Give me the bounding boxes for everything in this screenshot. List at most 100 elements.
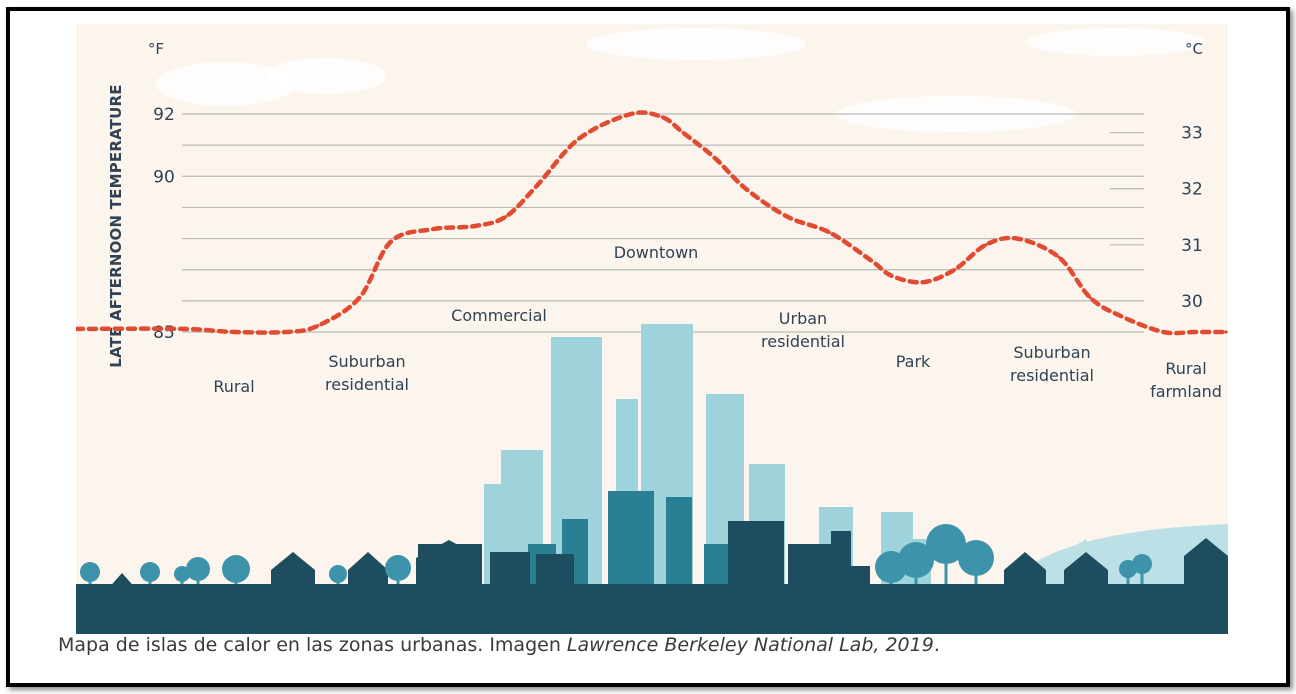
temperature-point-27: [1161, 330, 1165, 334]
temperature-point-6: [430, 227, 435, 231]
tree-9: [926, 524, 966, 564]
building-dark-3: [728, 521, 784, 584]
tree-12: [1132, 554, 1152, 574]
chart-plot-area: °F °C 85 90 92 30 31 32 33 LATE AFTERNOON TEMPERA…: [76, 24, 1228, 634]
heat-island-chart: °F °C 85 90 92 30 31 32 33 LATE AFTERNOON TEMPERA…: [76, 28, 1228, 634]
zone-label-1-line-1: residential: [325, 375, 409, 394]
right-tick-label-33: 33: [1181, 124, 1203, 144]
zone-label-2-line-0: Commercial: [451, 306, 547, 325]
zone-label-7-line-1: farmland: [1150, 382, 1222, 401]
figure-frame: °F °C 85 90 92 30 31 32 33 LATE AFTERNOON TEMPERA…: [6, 7, 1290, 687]
temperature-point-18: [869, 258, 873, 262]
tree-4: [222, 555, 250, 583]
tower-mid-2: [666, 497, 692, 584]
house-5: [1064, 552, 1108, 584]
temperature-point-23: [1015, 236, 1019, 241]
temperature-point-24: [1057, 255, 1061, 259]
temperature-point-28: [1193, 330, 1197, 334]
temperature-point-29: [1224, 330, 1228, 334]
tree-3: [186, 557, 210, 581]
cloud-1: [266, 58, 386, 94]
zone-label-5: Park: [896, 352, 931, 371]
tree-2: [174, 566, 190, 582]
temperature-point-19: [890, 274, 894, 278]
zone-label-1-line-0: Suburban: [328, 352, 405, 371]
house-1: [271, 552, 315, 584]
temperature-point-17: [827, 230, 831, 234]
caption-text: Mapa de islas de calor en las zonas urba…: [58, 634, 567, 656]
temperature-points: [180, 112, 1228, 334]
zone-label-4-line-0: Urban: [779, 309, 827, 328]
tree-10: [958, 540, 994, 576]
tree-6: [385, 555, 411, 581]
zone-label-5-line-0: Park: [896, 352, 931, 371]
temperature-point-26: [1120, 314, 1124, 319]
house-4: [1004, 552, 1046, 584]
temperature-point-22: [984, 243, 988, 247]
cloud-0: [156, 62, 296, 106]
left-tick-label-85: 85: [153, 323, 175, 343]
house-6: [1184, 538, 1228, 584]
tree-0: [80, 562, 100, 582]
zone-label-3: Downtown: [614, 243, 699, 262]
left-unit-label: °F: [148, 40, 164, 58]
right-tick-label-31: 31: [1181, 236, 1203, 256]
zone-label-0-line-0: Rural: [213, 377, 254, 396]
zone-label-6: Suburban residential: [1010, 343, 1094, 385]
temperature-point-1: [232, 330, 236, 334]
tower-mid-4: [704, 544, 730, 584]
temperature-point-10: [577, 137, 581, 141]
tree-5: [329, 565, 347, 583]
tree-1: [140, 562, 160, 582]
figure-caption: Mapa de islas de calor en las zonas urba…: [58, 634, 940, 656]
temperature-point-5: [389, 240, 393, 244]
temperature-point-2: [284, 330, 288, 334]
caption-credit: Lawrence Berkeley National Lab, 2019: [566, 634, 934, 656]
ground: [76, 584, 1228, 634]
tree-8: [898, 542, 934, 578]
house-2: [348, 552, 388, 584]
temperature-point-9: [535, 184, 539, 188]
left-tick-label-90: 90: [153, 167, 175, 187]
zone-label-7-line-0: Rural: [1165, 359, 1206, 378]
temperature-point-13: [681, 131, 685, 135]
right-tick-label-32: 32: [1181, 180, 1203, 200]
temperature-point-12: [660, 115, 664, 119]
tower-mid-1: [608, 491, 654, 584]
zone-label-6-line-1: residential: [1010, 366, 1094, 385]
caption-end: .: [933, 634, 940, 656]
gridlines: [182, 113, 1144, 333]
zone-label-3-line-0: Downtown: [614, 243, 699, 262]
cloud-2: [586, 28, 806, 60]
temperature-point-11: [629, 112, 633, 116]
y-axis-title: LATE AFTERNOON TEMPERATURE: [107, 84, 125, 367]
temperature-point-16: [785, 215, 790, 219]
city-skyline: [76, 324, 1228, 634]
house-3: [416, 540, 482, 584]
temperature-point-20: [921, 280, 925, 284]
temperature-point-3: [316, 324, 320, 328]
building-dark-2: [536, 554, 574, 584]
zone-label-2: Commercial: [451, 306, 547, 325]
right-unit-label: °C: [1185, 40, 1203, 58]
building-dark-4: [788, 544, 836, 584]
temperature-point-21: [952, 268, 957, 272]
cloud-4: [1026, 28, 1206, 56]
building-dark-6: [846, 566, 870, 584]
temperature-point-7: [472, 224, 476, 228]
zone-label-4-line-1: residential: [761, 332, 845, 351]
right-tick-label-30: 30: [1181, 292, 1203, 312]
temperature-point-0: [180, 327, 184, 331]
temperature-point-4: [357, 296, 362, 300]
zone-label-7: Rural farmland: [1150, 359, 1222, 401]
temperature-line: [76, 110, 1228, 336]
zone-label-0: Rural: [213, 377, 254, 396]
temperature-point-14: [712, 156, 717, 160]
zone-label-1: Suburban residential: [325, 352, 409, 394]
temperature-point-8: [504, 215, 508, 219]
zone-label-6-line-0: Suburban: [1013, 343, 1090, 362]
temperature-point-15: [744, 187, 748, 191]
zone-label-4: Urban residential: [761, 309, 845, 351]
temperature-point-25: [1088, 296, 1092, 300]
left-tick-label-92: 92: [153, 105, 175, 125]
